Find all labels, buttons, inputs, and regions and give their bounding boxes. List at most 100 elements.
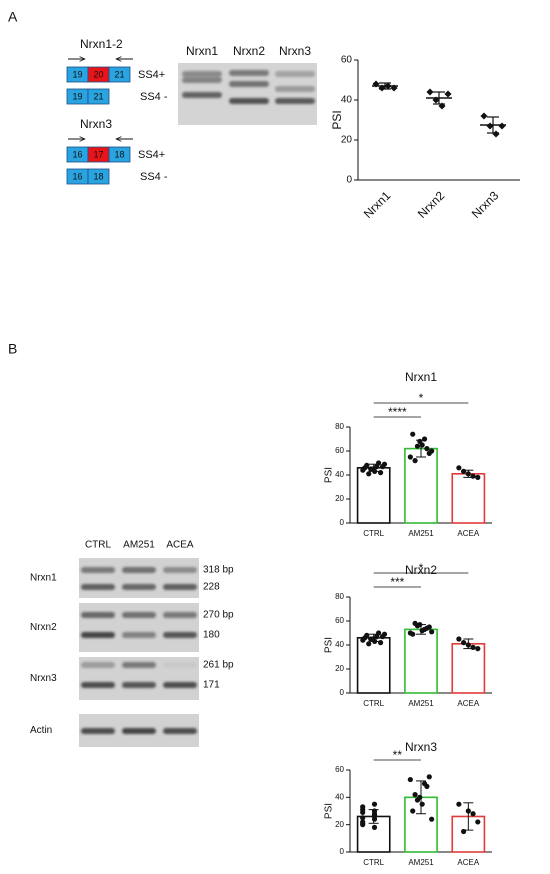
- gel: [79, 603, 199, 652]
- gel-band: [275, 71, 315, 77]
- gel-band: [81, 682, 115, 688]
- x-tick-label: Nrxn3: [469, 188, 502, 221]
- row-label: Actin: [30, 725, 52, 736]
- gel-band: [182, 92, 222, 98]
- x-tick-label: ACEA: [457, 699, 479, 708]
- data-point: [375, 630, 382, 636]
- data-point: [371, 801, 378, 807]
- data-point: [470, 644, 476, 651]
- x-tick-label: CTRL: [363, 699, 384, 708]
- y-tick-label: 0: [346, 175, 352, 186]
- y-tick-label: 20: [335, 494, 344, 503]
- y-tick-label: 0: [340, 688, 345, 697]
- lane-label: ACEA: [166, 540, 194, 551]
- data-point: [426, 774, 432, 780]
- bar: [356, 466, 391, 524]
- data-point: [377, 640, 384, 646]
- y-tick-label: 40: [335, 792, 344, 801]
- bar: [404, 447, 438, 524]
- exon-number: 21: [93, 91, 103, 101]
- gene-title: Nrxn1-2: [80, 37, 123, 51]
- gel-band: [275, 86, 315, 92]
- y-tick-label: 20: [335, 820, 344, 829]
- data-point: [426, 88, 434, 96]
- data-point: [429, 629, 435, 635]
- chart-title: Nrxn3: [405, 740, 437, 754]
- gel-band: [81, 584, 115, 590]
- bar: [404, 628, 438, 694]
- data-point: [412, 792, 418, 798]
- row-label: Nrxn3: [30, 673, 57, 684]
- y-tick-label: 60: [335, 616, 344, 625]
- data-point: [370, 636, 376, 642]
- exon-number: 17: [93, 149, 103, 159]
- gel: [79, 558, 199, 598]
- significance-label: *: [419, 561, 424, 575]
- data-point: [407, 776, 413, 783]
- isoform-label: SS4+: [138, 149, 165, 161]
- data-point: [379, 464, 386, 470]
- gene-title: Nrxn3: [80, 117, 112, 131]
- data-point: [375, 460, 382, 466]
- y-tick-label: 60: [335, 446, 344, 455]
- isoform-label: SS4 -: [140, 171, 168, 183]
- lane-label: Nrxn1: [186, 44, 218, 58]
- bar: [356, 636, 391, 694]
- gel-band: [163, 662, 197, 668]
- data-point: [377, 470, 384, 476]
- exon-number: 19: [72, 69, 82, 79]
- exon-number: 20: [93, 69, 103, 79]
- gel-band: [122, 662, 156, 668]
- data-point: [360, 804, 366, 810]
- data-point: [412, 458, 418, 464]
- data-point: [414, 623, 421, 629]
- significance-label: ****: [388, 405, 407, 419]
- data-point: [486, 122, 494, 130]
- band-size: 171: [203, 680, 220, 691]
- data-point: [379, 634, 386, 640]
- lane-label: CTRL: [85, 540, 112, 551]
- data-point: [492, 130, 500, 138]
- y-tick-label: 80: [335, 592, 344, 601]
- significance-label: *: [419, 391, 424, 405]
- gel-band: [122, 682, 156, 688]
- x-tick-label: ACEA: [457, 529, 479, 538]
- data-point: [475, 819, 481, 825]
- y-tick-label: 0: [340, 847, 345, 856]
- y-tick-label: 80: [335, 422, 344, 431]
- data-point: [461, 640, 467, 646]
- gel-band: [122, 567, 156, 573]
- data-point: [362, 635, 368, 641]
- exon-number: 19: [72, 91, 82, 101]
- data-point: [410, 431, 416, 437]
- gel-band: [163, 584, 197, 590]
- lane-label: Nrxn2: [233, 44, 265, 58]
- data-point: [429, 448, 435, 454]
- bar: [451, 642, 486, 694]
- data-point: [370, 466, 376, 472]
- y-tick-label: 20: [335, 664, 344, 673]
- x-tick-label: Nrxn2: [415, 188, 448, 221]
- data-point: [407, 454, 413, 460]
- exon-number: 16: [72, 149, 82, 159]
- data-point: [419, 442, 425, 448]
- gel-band: [122, 612, 156, 618]
- x-tick-label: AM251: [408, 699, 434, 708]
- data-point: [360, 809, 366, 815]
- data-point: [470, 473, 476, 479]
- gel-band: [122, 728, 156, 734]
- gel-band: [182, 71, 222, 77]
- data-point: [360, 820, 366, 826]
- isoform-label: SS4 -: [140, 91, 168, 103]
- exon: [87, 168, 110, 185]
- data-point: [410, 631, 416, 637]
- panel-label: B: [8, 341, 17, 357]
- gel-band: [81, 728, 115, 734]
- y-tick-label: 40: [335, 470, 344, 479]
- band-size: 261 bp: [203, 660, 234, 671]
- exon-number: 16: [72, 171, 82, 181]
- y-tick-label: 60: [341, 55, 353, 66]
- data-point: [480, 112, 488, 120]
- significance-label: ***: [390, 575, 404, 589]
- y-tick-label: 40: [341, 95, 353, 106]
